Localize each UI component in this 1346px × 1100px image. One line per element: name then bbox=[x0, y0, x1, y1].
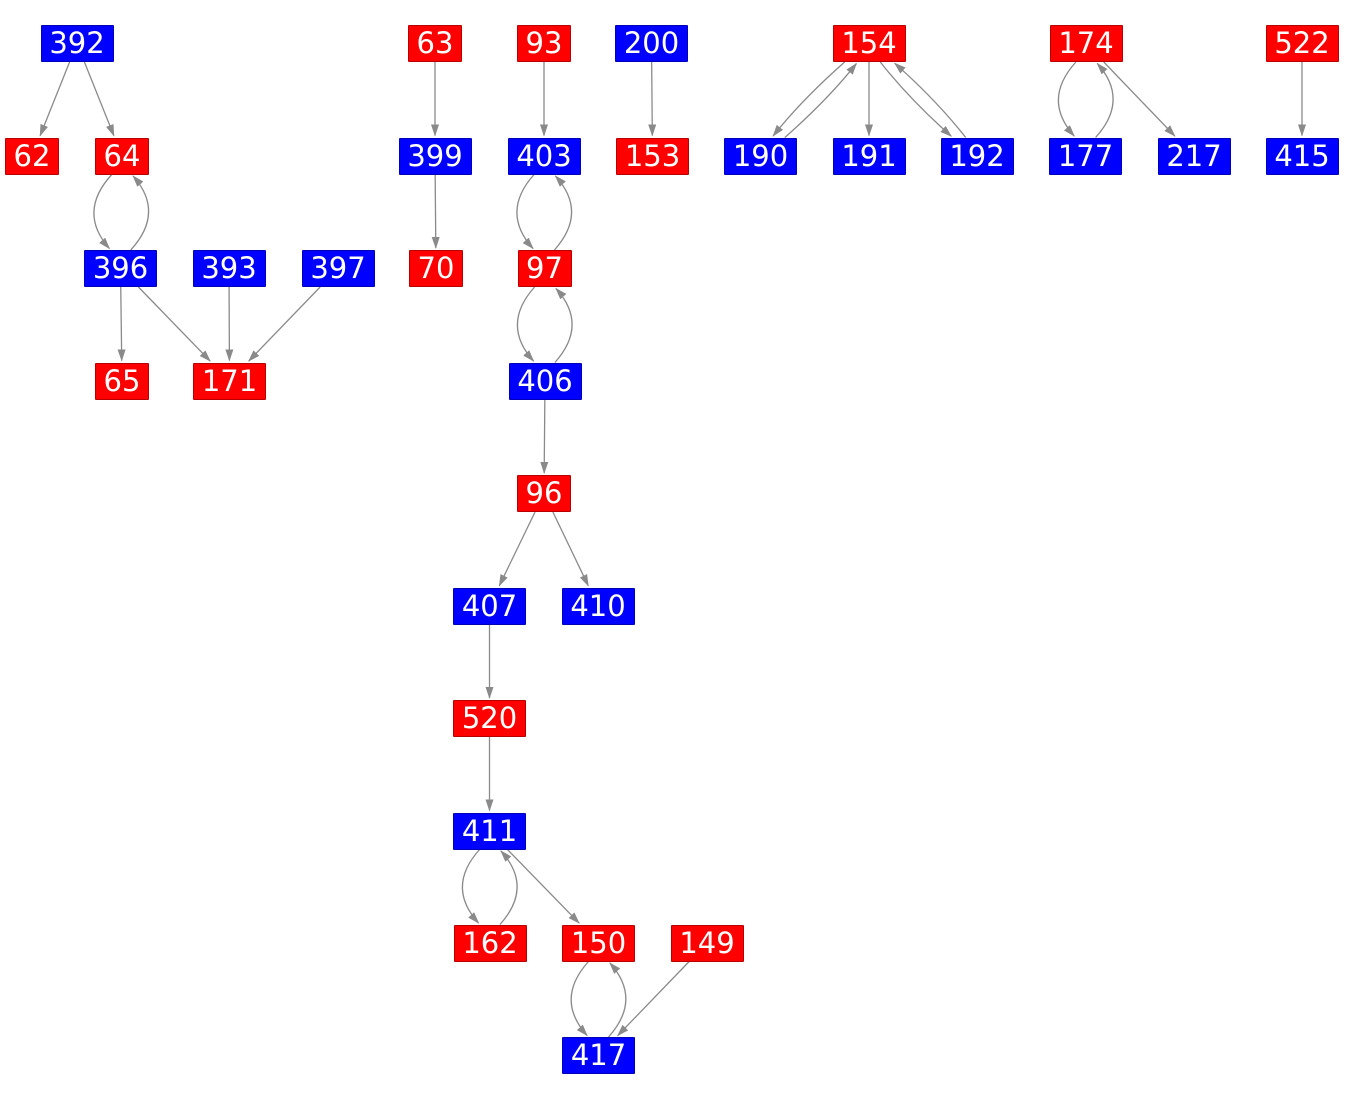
edge-96-410 bbox=[552, 511, 589, 587]
edge-149-417 bbox=[617, 961, 690, 1037]
edge-399-70 bbox=[431, 174, 440, 249]
graph-node-522: 522 bbox=[1265, 25, 1339, 62]
edge-392-62 bbox=[39, 61, 71, 137]
graph-node-520: 520 bbox=[453, 700, 526, 737]
edge-411-162 bbox=[461, 849, 481, 924]
edge-406-97 bbox=[554, 287, 573, 363]
edge-396-171 bbox=[137, 286, 211, 362]
edge-200-153 bbox=[648, 61, 657, 137]
graph-node-200: 200 bbox=[615, 25, 688, 62]
graph-node-63: 63 bbox=[408, 25, 462, 62]
graph-node-177: 177 bbox=[1049, 137, 1122, 175]
graph-node-396: 396 bbox=[84, 250, 157, 287]
edge-411-150 bbox=[507, 849, 580, 924]
graph-node-217: 217 bbox=[1157, 137, 1231, 175]
graph-node-407: 407 bbox=[453, 587, 526, 625]
graph-node-406: 406 bbox=[508, 362, 582, 400]
graph-node-64: 64 bbox=[95, 137, 149, 175]
edge-397-171 bbox=[248, 286, 321, 362]
edge-97-403 bbox=[553, 175, 573, 251]
graph-node-410: 410 bbox=[561, 587, 635, 625]
graph-node-97: 97 bbox=[517, 250, 572, 287]
graph-node-397: 397 bbox=[301, 250, 375, 287]
edge-177-174 bbox=[1095, 62, 1114, 138]
graph-node-174: 174 bbox=[1049, 25, 1123, 62]
edge-150-417 bbox=[570, 961, 589, 1037]
edge-174-177 bbox=[1057, 61, 1077, 137]
edge-417-150 bbox=[608, 962, 627, 1038]
graph-node-192: 192 bbox=[940, 137, 1014, 175]
graph-node-411: 411 bbox=[453, 812, 526, 850]
graph-node-415: 415 bbox=[1265, 137, 1339, 175]
edge-97-406 bbox=[516, 286, 536, 362]
edge-64-396 bbox=[93, 174, 113, 250]
graph-node-392: 392 bbox=[40, 25, 114, 62]
edge-403-97 bbox=[516, 174, 535, 250]
graph-node-149: 149 bbox=[670, 924, 744, 962]
edges-group bbox=[39, 61, 1306, 1038]
edge-174-217 bbox=[1103, 61, 1176, 137]
edge-154-192 bbox=[879, 61, 952, 137]
graph-node-154: 154 bbox=[832, 25, 906, 62]
graph-node-93: 93 bbox=[517, 25, 571, 62]
edge-396-64 bbox=[130, 175, 150, 251]
graph-node-96: 96 bbox=[517, 475, 571, 512]
graph-node-399: 399 bbox=[398, 137, 472, 175]
graph-node-403: 403 bbox=[507, 137, 581, 175]
graph-node-417: 417 bbox=[562, 1037, 635, 1074]
graph-node-171: 171 bbox=[193, 362, 266, 400]
graph-node-190: 190 bbox=[724, 137, 797, 175]
graph-node-153: 153 bbox=[616, 137, 689, 175]
edge-154-190 bbox=[772, 61, 846, 137]
edge-96-407 bbox=[498, 511, 536, 587]
graph-node-65: 65 bbox=[95, 362, 149, 400]
graph-node-70: 70 bbox=[409, 250, 463, 287]
edge-192-154 bbox=[894, 62, 967, 138]
graph-node-62: 62 bbox=[5, 137, 59, 175]
edge-406-96 bbox=[540, 399, 549, 474]
edge-190-154 bbox=[784, 62, 858, 138]
edge-162-411 bbox=[499, 850, 518, 925]
graph-node-162: 162 bbox=[453, 924, 527, 962]
edge-392-64 bbox=[83, 61, 115, 137]
edge-396-65 bbox=[117, 286, 126, 362]
graph-node-393: 393 bbox=[192, 250, 266, 287]
graph-node-150: 150 bbox=[562, 924, 635, 962]
graph-node-191: 191 bbox=[832, 137, 906, 175]
